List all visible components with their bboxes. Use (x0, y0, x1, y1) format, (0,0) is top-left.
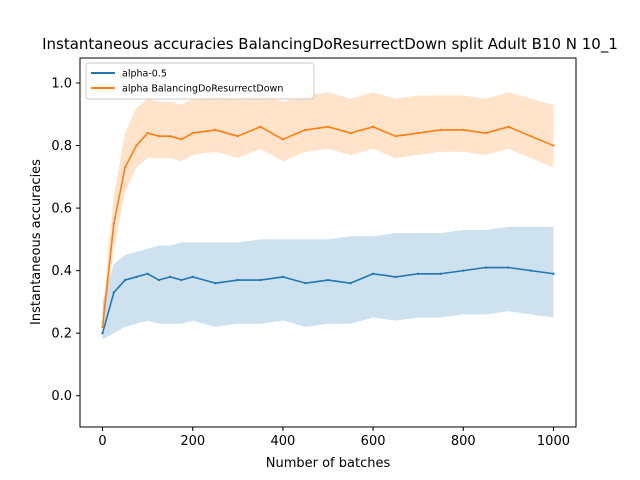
series-point-alpha-balancingdoresurrectdown (214, 128, 217, 132)
series-point-alpha-balancingdoresurrectdown (101, 325, 104, 329)
legend: alpha-0.5 alpha BalancingDoResurrectDown (85, 62, 315, 100)
x-tick-label: 1000 (537, 434, 570, 449)
x-tick-label: 0 (98, 434, 106, 449)
series-point-alpha-0-5 (146, 272, 149, 275)
x-tick-label: 800 (451, 434, 476, 449)
series-point-alpha-balancingdoresurrectdown (507, 125, 510, 128)
chart-title: Instantaneous accuracies BalancingDoResu… (42, 35, 618, 54)
series-band-alpha-balancingdoresurrectdown (102, 92, 554, 334)
series-point-alpha-0-5 (191, 275, 194, 279)
series-point-alpha-balancingdoresurrectdown (157, 134, 161, 138)
series-point-alpha-balancingdoresurrectdown (349, 131, 352, 135)
series-point-alpha-balancingdoresurrectdown (135, 144, 138, 147)
series-point-alpha-balancingdoresurrectdown (371, 125, 375, 128)
y-tick-label: 0.4 (51, 264, 72, 279)
series-point-alpha-balancingdoresurrectdown (326, 125, 330, 128)
series-point-alpha-balancingdoresurrectdown (304, 128, 307, 132)
legend-label: alpha BalancingDoResurrectDown (122, 84, 283, 95)
series-point-alpha-0-5 (101, 331, 104, 335)
series-point-alpha-balancingdoresurrectdown (146, 131, 149, 135)
series-point-alpha-0-5 (439, 272, 442, 275)
y-tick-label: 0.2 (51, 327, 72, 342)
y-tick-label: 0.0 (51, 389, 72, 404)
y-axis-label: Instantaneous accuracies (29, 159, 44, 325)
series-point-alpha-balancingdoresurrectdown (168, 134, 172, 138)
series-point-alpha-balancingdoresurrectdown (112, 222, 116, 225)
x-tick-label: 600 (361, 434, 386, 449)
y-axis: 0.0 0.2 0.4 0.6 0.8 1.0 (51, 77, 80, 404)
y-tick-label: 1.0 (51, 77, 72, 92)
series-point-alpha-0-5 (484, 266, 488, 269)
legend-box (85, 62, 315, 100)
series-point-alpha-0-5 (259, 278, 262, 282)
series-point-alpha-0-5 (462, 269, 465, 272)
series-band-alpha-0-5 (102, 226, 554, 340)
series-point-alpha-balancingdoresurrectdown (123, 166, 127, 169)
series-point-alpha-0-5 (371, 272, 375, 275)
series-point-alpha-0-5 (349, 281, 352, 285)
series-point-alpha-0-5 (304, 281, 307, 285)
series-point-alpha-0-5 (236, 278, 240, 282)
series-point-alpha-balancingdoresurrectdown (416, 131, 420, 135)
series-point-alpha-balancingdoresurrectdown (180, 138, 183, 141)
series-point-alpha-0-5 (326, 278, 330, 282)
series-point-alpha-0-5 (529, 269, 533, 272)
x-axis: 0 200 400 600 800 1000 (98, 427, 570, 449)
series-point-alpha-0-5 (552, 272, 555, 275)
legend-label: alpha-0.5 (122, 69, 167, 80)
y-tick-label: 0.8 (51, 139, 72, 154)
series-point-alpha-0-5 (123, 278, 127, 282)
series-point-alpha-balancingdoresurrectdown (259, 125, 262, 128)
series-point-alpha-balancingdoresurrectdown (281, 138, 285, 141)
series-point-alpha-balancingdoresurrectdown (236, 134, 240, 138)
series-point-alpha-0-5 (135, 275, 138, 279)
x-tick-label: 400 (270, 434, 295, 449)
series-point-alpha-balancingdoresurrectdown (552, 144, 555, 147)
x-axis-label: Number of batches (266, 456, 391, 471)
series-point-alpha-0-5 (214, 281, 217, 285)
series-point-alpha-balancingdoresurrectdown (462, 128, 465, 132)
axes-frame (79, 57, 577, 428)
series-point-alpha-balancingdoresurrectdown (439, 128, 442, 132)
series-point-alpha-0-5 (281, 275, 285, 279)
series-point-alpha-0-5 (180, 278, 183, 282)
series-point-alpha-balancingdoresurrectdown (191, 131, 194, 135)
series-point-alpha-balancingdoresurrectdown (394, 134, 397, 138)
series-point-alpha-0-5 (112, 291, 116, 294)
series-point-alpha-balancingdoresurrectdown (484, 131, 488, 135)
series-point-alpha-balancingdoresurrectdown (529, 134, 533, 138)
x-tick-label: 200 (180, 434, 205, 449)
series-point-alpha-0-5 (416, 272, 420, 275)
series-point-alpha-0-5 (157, 278, 161, 282)
plot-area (101, 92, 555, 340)
y-tick-label: 0.6 (51, 202, 72, 217)
series-point-alpha-0-5 (507, 266, 510, 269)
series-point-alpha-0-5 (168, 275, 172, 279)
series-point-alpha-0-5 (394, 275, 397, 279)
